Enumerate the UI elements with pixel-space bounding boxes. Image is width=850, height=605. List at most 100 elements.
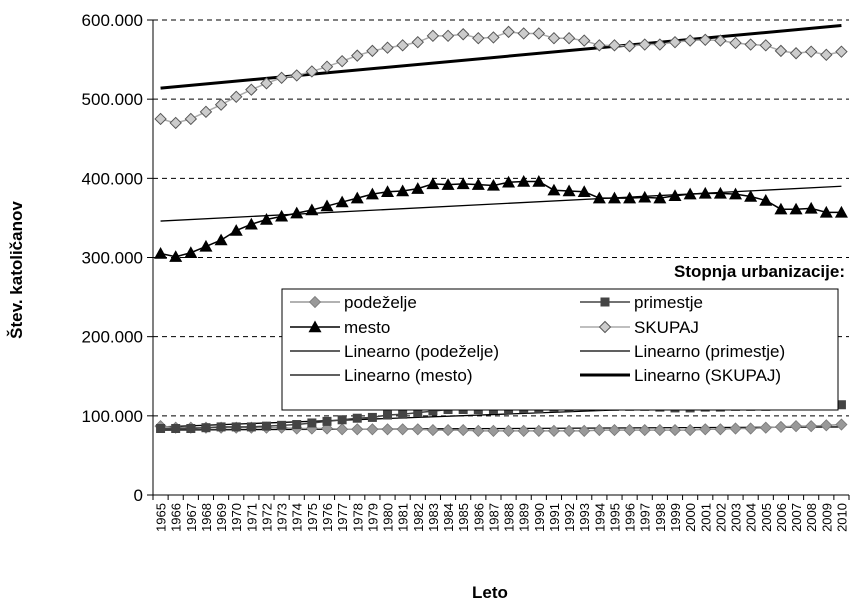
data-point (834, 205, 848, 218)
data-point (804, 201, 818, 214)
data-point (457, 424, 470, 437)
data-point (186, 424, 196, 433)
data-point (517, 175, 531, 187)
data-point (699, 423, 712, 436)
trendline (160, 185, 842, 222)
data-point (336, 423, 349, 436)
data-point (426, 424, 439, 437)
y-axis-title: Štev. katoličanov (7, 201, 26, 339)
legend-item: primestje (580, 293, 703, 312)
data-point (428, 406, 438, 416)
data-point (305, 203, 319, 216)
data-point (411, 35, 424, 49)
data-point (683, 34, 697, 47)
data-point (819, 205, 833, 218)
x-tick-label: 1986 (471, 503, 486, 532)
legend-label: Linearno (mesto) (344, 366, 473, 385)
data-point (244, 217, 258, 230)
x-tick-label: 1971 (244, 503, 259, 532)
legend-label: SKUPAJ (634, 318, 699, 337)
x-tick-label: 1989 (517, 503, 532, 532)
legend-label: mesto (344, 318, 390, 337)
legend-swatch-marker (598, 320, 612, 334)
x-tick-label: 1993 (577, 503, 592, 532)
data-point (456, 177, 470, 190)
data-point (638, 190, 652, 203)
x-tick-label: 2004 (744, 503, 759, 532)
data-point (592, 191, 606, 204)
data-point (335, 54, 349, 68)
x-tick-label: 2009 (819, 503, 834, 532)
legend-label: primestje (634, 293, 703, 312)
data-point (245, 83, 258, 96)
x-tick-label: 1976 (320, 503, 335, 532)
data-point (623, 191, 637, 204)
x-tick-label: 1970 (229, 503, 244, 532)
x-tick-label: 1979 (365, 503, 380, 532)
x-tick-label: 1967 (184, 503, 199, 532)
data-point (396, 423, 409, 436)
data-point (835, 418, 848, 431)
data-point (199, 105, 213, 119)
y-tick-label: 500.000 (82, 90, 143, 109)
x-tick-label: 1974 (290, 503, 305, 532)
data-point (532, 27, 546, 40)
data-point (320, 60, 334, 73)
data-point (820, 419, 833, 432)
data-point (261, 421, 271, 431)
x-tick-label: 1973 (275, 503, 290, 532)
data-point (154, 112, 167, 126)
data-point (246, 422, 256, 432)
data-point (653, 424, 666, 437)
data-point (366, 423, 379, 436)
data-point (411, 423, 424, 436)
data-point (472, 424, 485, 437)
x-tick-label: 1992 (562, 503, 577, 532)
data-point (759, 39, 772, 52)
data-point (381, 41, 394, 54)
data-point (563, 424, 576, 437)
data-point (517, 424, 530, 437)
data-point (487, 424, 500, 437)
data-point (759, 194, 773, 206)
data-point (367, 412, 377, 422)
x-tick-label: 1997 (638, 503, 653, 532)
data-point (683, 187, 697, 200)
data-point (184, 246, 198, 258)
y-tick-label: 0 (134, 486, 143, 505)
data-point (744, 38, 757, 51)
data-point (472, 32, 485, 45)
data-point (714, 34, 727, 47)
x-tick-label: 1965 (154, 503, 169, 532)
x-tick-label: 1991 (547, 503, 562, 532)
data-point (487, 31, 500, 44)
data-point (275, 209, 289, 222)
data-point (638, 38, 651, 51)
x-tick-label: 1994 (592, 503, 607, 532)
legend-label: podeželje (344, 293, 417, 312)
data-point (805, 420, 818, 433)
x-tick-label: 2007 (789, 503, 804, 532)
data-point (532, 424, 545, 437)
data-point (335, 195, 349, 208)
data-point (383, 410, 393, 420)
data-point (413, 408, 423, 418)
data-point (774, 202, 788, 215)
legend-title: Stopnja urbanizacije: (674, 262, 845, 281)
data-point (578, 34, 591, 47)
data-point (441, 424, 455, 437)
data-point (277, 420, 287, 430)
x-tick-label: 1969 (214, 503, 229, 532)
x-tick-label: 1975 (305, 503, 320, 532)
data-point (350, 191, 364, 204)
data-point (231, 422, 241, 432)
data-point (322, 416, 332, 426)
data-point (365, 187, 379, 200)
data-point (229, 224, 243, 236)
data-point (351, 423, 364, 436)
legend-item: Linearno (podeželje) (290, 342, 499, 361)
data-point (547, 183, 561, 196)
x-tick-label: 2000 (683, 503, 698, 532)
x-tick-label: 1984 (441, 503, 456, 532)
